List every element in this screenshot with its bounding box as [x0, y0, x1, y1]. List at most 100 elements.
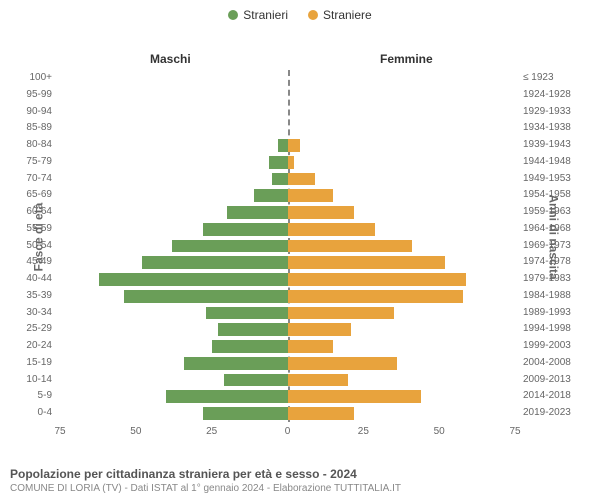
birth-year-label: 1924-1928 — [523, 87, 571, 104]
bar-male — [269, 156, 287, 169]
age-label: 100+ — [29, 70, 52, 87]
legend-item-female: Straniere — [308, 8, 372, 22]
age-label: 95-99 — [26, 87, 52, 104]
chart-row: 5-92014-2018 — [60, 388, 515, 405]
bar-male — [212, 340, 288, 353]
birth-year-label: 1959-1963 — [523, 204, 571, 221]
birth-year-label: 2014-2018 — [523, 388, 571, 405]
chart-row: 30-341989-1993 — [60, 305, 515, 322]
age-label: 5-9 — [38, 388, 52, 405]
bar-female — [288, 323, 352, 336]
age-label: 75-79 — [26, 154, 52, 171]
chart-subtitle: COMUNE DI LORIA (TV) - Dati ISTAT al 1° … — [10, 483, 401, 494]
age-label: 35-39 — [26, 288, 52, 305]
x-tick-label: 75 — [509, 426, 520, 437]
bar-female — [288, 256, 446, 269]
age-label: 80-84 — [26, 137, 52, 154]
legend-label-male: Stranieri — [243, 8, 288, 22]
birth-year-label: 1999-2003 — [523, 338, 571, 355]
x-tick-label: 25 — [358, 426, 369, 437]
chart-area: Maschi Femmine Fasce di età Anni di nasc… — [0, 22, 600, 452]
chart-row: 80-841939-1943 — [60, 137, 515, 154]
bar-female — [288, 206, 355, 219]
chart-row: 55-591964-1968 — [60, 221, 515, 238]
legend: Stranieri Straniere — [0, 0, 600, 22]
age-label: 45-49 — [26, 254, 52, 271]
bar-female — [288, 340, 334, 353]
x-tick-label: 50 — [130, 426, 141, 437]
bar-female — [288, 374, 349, 387]
plot-region: 7550250255075 100+≤ 192395-991924-192890… — [60, 70, 515, 422]
birth-year-label: 2004-2008 — [523, 355, 571, 372]
age-label: 70-74 — [26, 171, 52, 188]
bar-male — [142, 256, 288, 269]
age-label: 10-14 — [26, 372, 52, 389]
bar-female — [288, 139, 300, 152]
bar-male — [203, 223, 288, 236]
bar-male — [254, 189, 287, 202]
x-tick-label: 0 — [285, 426, 291, 437]
bar-male — [184, 357, 287, 370]
chart-row: 0-42019-2023 — [60, 405, 515, 422]
chart-row: 20-241999-2003 — [60, 338, 515, 355]
chart-row: 85-891934-1938 — [60, 120, 515, 137]
chart-row: 45-491974-1978 — [60, 254, 515, 271]
age-label: 90-94 — [26, 104, 52, 121]
chart-row: 75-791944-1948 — [60, 154, 515, 171]
birth-year-label: 1934-1938 — [523, 120, 571, 137]
age-label: 40-44 — [26, 271, 52, 288]
birth-year-label: 1984-1988 — [523, 288, 571, 305]
bar-female — [288, 307, 394, 320]
age-label: 15-19 — [26, 355, 52, 372]
chart-row: 60-641959-1963 — [60, 204, 515, 221]
bar-male — [224, 374, 288, 387]
x-tick-label: 25 — [206, 426, 217, 437]
chart-row: 90-941929-1933 — [60, 104, 515, 121]
birth-year-label: 1974-1978 — [523, 254, 571, 271]
bar-male — [166, 390, 287, 403]
legend-label-female: Straniere — [323, 8, 372, 22]
birth-year-label: 1969-1973 — [523, 238, 571, 255]
birth-year-label: 1994-1998 — [523, 321, 571, 338]
bar-female — [288, 156, 294, 169]
legend-swatch-male — [228, 10, 238, 20]
bar-female — [288, 273, 467, 286]
bar-male — [272, 173, 287, 186]
bar-male — [206, 307, 288, 320]
bar-male — [124, 290, 288, 303]
bar-female — [288, 390, 421, 403]
bar-female — [288, 357, 397, 370]
birth-year-label: 2019-2023 — [523, 405, 571, 422]
bar-male — [172, 240, 287, 253]
header-female: Femmine — [380, 52, 433, 66]
bar-female — [288, 173, 315, 186]
chart-row: 15-192004-2008 — [60, 355, 515, 372]
birth-year-label: 1939-1943 — [523, 137, 571, 154]
birth-year-label: 1979-1983 — [523, 271, 571, 288]
birth-year-label: 1929-1933 — [523, 104, 571, 121]
chart-row: 40-441979-1983 — [60, 271, 515, 288]
age-label: 60-64 — [26, 204, 52, 221]
age-label: 65-69 — [26, 187, 52, 204]
birth-year-label: 1964-1968 — [523, 221, 571, 238]
header-male: Maschi — [150, 52, 191, 66]
bar-male — [99, 273, 287, 286]
bar-female — [288, 407, 355, 420]
chart-row: 50-541969-1973 — [60, 238, 515, 255]
chart-title: Popolazione per cittadinanza straniera p… — [10, 467, 401, 481]
chart-row: 35-391984-1988 — [60, 288, 515, 305]
chart-footer: Popolazione per cittadinanza straniera p… — [10, 467, 401, 494]
bar-female — [288, 223, 376, 236]
chart-row: 70-741949-1953 — [60, 171, 515, 188]
x-tick-label: 50 — [434, 426, 445, 437]
bar-male — [203, 407, 288, 420]
age-label: 85-89 — [26, 120, 52, 137]
bar-male — [227, 206, 288, 219]
chart-row: 25-291994-1998 — [60, 321, 515, 338]
birth-year-label: 1989-1993 — [523, 305, 571, 322]
x-tick-label: 75 — [54, 426, 65, 437]
chart-row: 10-142009-2013 — [60, 372, 515, 389]
age-label: 0-4 — [38, 405, 52, 422]
legend-item-male: Stranieri — [228, 8, 288, 22]
x-axis: 7550250255075 — [60, 426, 515, 440]
